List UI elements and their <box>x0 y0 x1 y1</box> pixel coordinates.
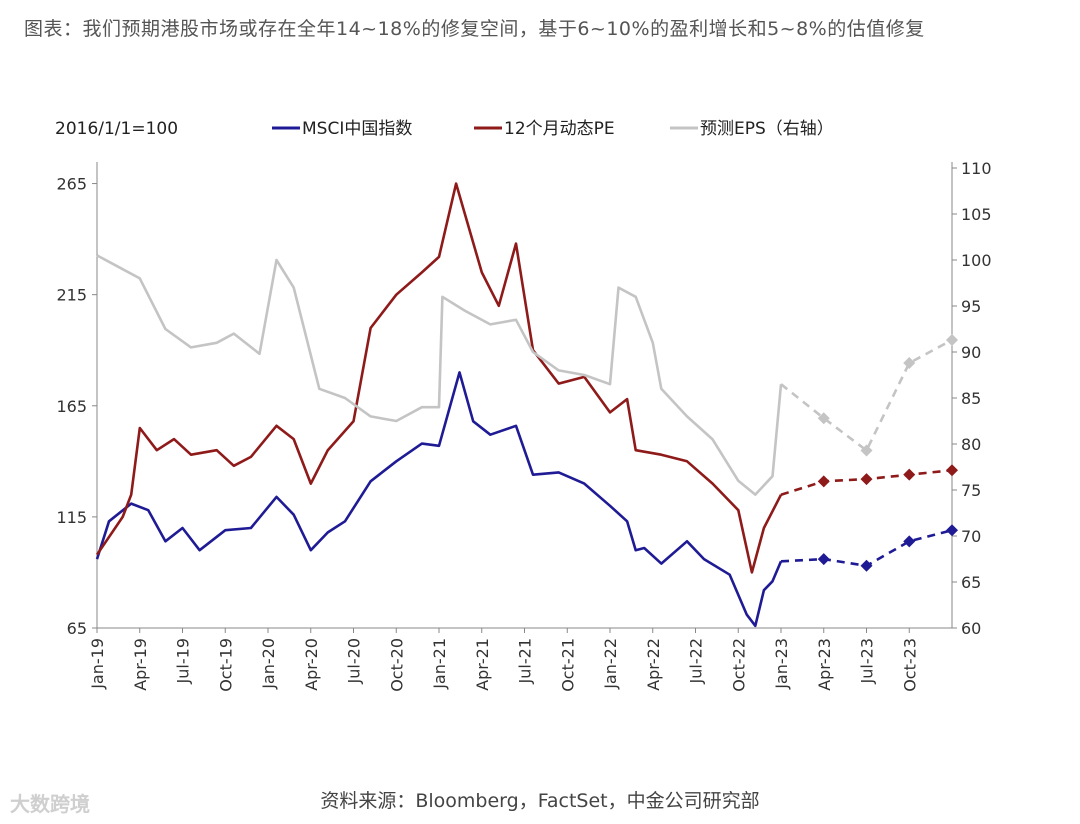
x-tick-label: Oct-21 <box>558 638 577 692</box>
y-right-tick-label: 60 <box>961 619 981 638</box>
y-right-tick-label: 110 <box>961 159 992 178</box>
x-tick-label: Oct-20 <box>387 638 406 692</box>
x-tick-label: Apr-22 <box>644 638 663 691</box>
x-tick-label: Jan-22 <box>601 638 620 690</box>
series-forecast-marker-2 <box>860 444 873 457</box>
x-tick-label: Apr-21 <box>473 638 492 691</box>
legend-label-1: 12个月动态PE <box>504 119 615 139</box>
legend-label-0: MSCI中国指数 <box>302 119 412 139</box>
y-right-tick-label: 75 <box>961 481 981 500</box>
chart-title: 图表：我们预期港股市场或存在全年14~18%的修复空间，基于6~10%的盈利增长… <box>24 18 925 40</box>
legend: 2016/1/1=100 MSCI中国指数 12个月动态PE 预测EPS（右轴） <box>55 119 834 139</box>
series-line-1 <box>95 182 783 574</box>
x-tick-label: Jan-21 <box>430 638 449 690</box>
series-line-0 <box>95 371 783 628</box>
series-forecast-marker-0 <box>903 535 916 548</box>
x-tick-label: Jan-23 <box>772 638 791 690</box>
series-forecast-marker-2 <box>817 412 830 425</box>
series-forecast-marker-1 <box>860 473 873 486</box>
series-forecast-marker-2 <box>946 334 958 347</box>
x-tick-label: Jul-23 <box>858 638 877 684</box>
y-left-tick-label: 265 <box>56 175 87 194</box>
y-right-tick-label: 95 <box>961 297 981 316</box>
series-forecast-marker-1 <box>946 464 958 477</box>
y-right-tick-label: 70 <box>961 527 981 546</box>
y-right-tick-label: 105 <box>961 205 992 224</box>
x-tick-label: Oct-22 <box>729 638 748 692</box>
series-forecast-marker-0 <box>817 553 830 566</box>
x-tick-label: Oct-19 <box>216 638 235 692</box>
x-tick-label: Apr-19 <box>131 638 150 691</box>
x-tick-label: Jul-19 <box>174 638 193 684</box>
index-label: 2016/1/1=100 <box>55 119 178 139</box>
x-tick-label: Apr-23 <box>815 638 834 691</box>
axes-layer: 65 115 165 215 265 60 65 70 75 80 85 90 95 100 105 110 J… <box>56 159 991 692</box>
series-forecast-marker-1 <box>903 468 916 481</box>
series-forecast-marker-1 <box>817 475 830 488</box>
series-forecast-marker-0 <box>860 559 873 572</box>
series-line-2 <box>96 254 783 496</box>
series-layer <box>95 182 958 628</box>
legend-label-2: 预测EPS（右轴） <box>700 119 834 139</box>
series-forecast-marker-0 <box>946 524 958 537</box>
x-tick-label: Oct-23 <box>900 638 919 692</box>
y-left-tick-label: 215 <box>56 286 87 305</box>
watermark: 大数跨境 <box>10 792 90 816</box>
x-tick-label: Apr-20 <box>302 638 321 691</box>
y-right-tick-label: 85 <box>961 389 981 408</box>
source-note: 资料来源：Bloomberg，FactSet，中金公司研究部 <box>320 790 760 812</box>
x-tick-label: Jan-20 <box>259 638 278 690</box>
y-left-tick-label: 65 <box>67 619 87 638</box>
y-right-tick-label: 80 <box>961 435 981 454</box>
y-right-tick-label: 65 <box>961 573 981 592</box>
y-right-tick-label: 100 <box>961 251 992 270</box>
y-right-tick-label: 90 <box>961 343 981 362</box>
x-tick-label: Jul-22 <box>687 638 706 684</box>
x-tick-label: Jul-21 <box>516 638 535 684</box>
x-tick-label: Jan-19 <box>88 638 107 690</box>
series-forecast-marker-2 <box>903 357 916 370</box>
y-left-tick-label: 115 <box>56 508 87 527</box>
series-forecast-2 <box>780 338 953 453</box>
x-tick-label: Jul-20 <box>345 638 364 684</box>
y-left-tick-label: 165 <box>56 397 87 416</box>
